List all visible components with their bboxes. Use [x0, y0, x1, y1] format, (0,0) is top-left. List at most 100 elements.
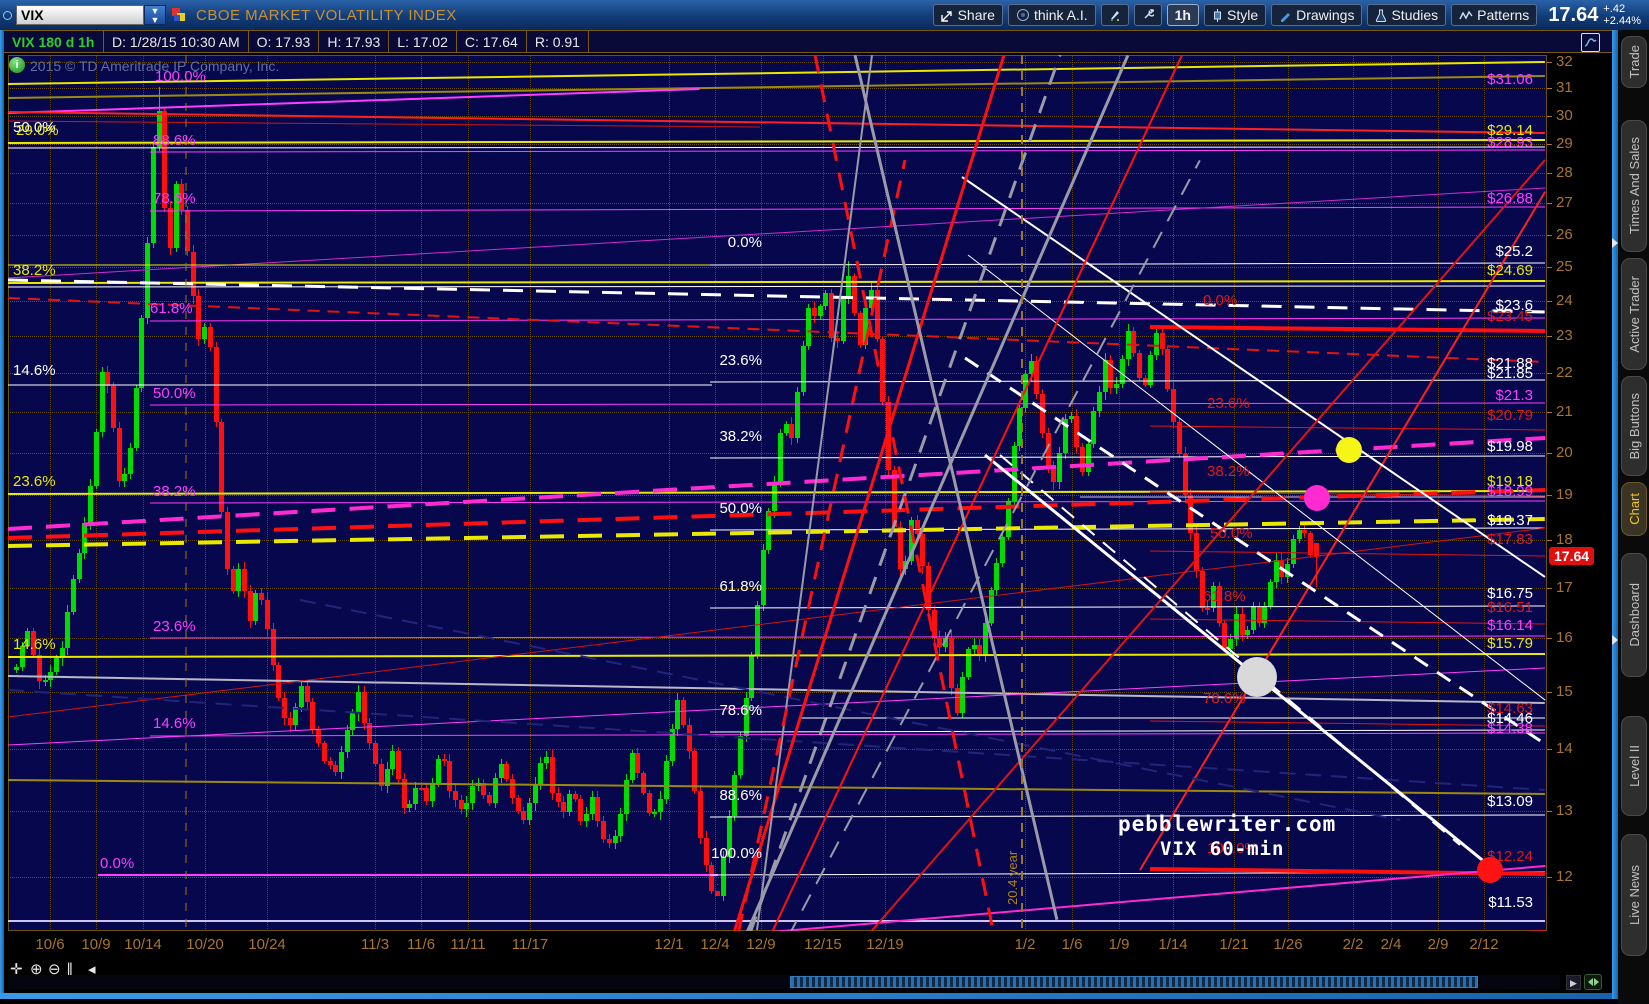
tab-chart[interactable]: Chart	[1621, 482, 1647, 536]
trendline-dashed[interactable]	[8, 436, 1546, 531]
trendline-dashed[interactable]	[1021, 55, 1023, 931]
ohlc-high: H: 17.93	[319, 31, 390, 52]
gray-circle[interactable]	[1237, 657, 1277, 697]
interval-button[interactable]: 1h	[1166, 4, 1199, 26]
grid-line-v	[1173, 55, 1174, 931]
tab-times-and-sales[interactable]: Times And Sales	[1621, 120, 1647, 252]
trendline[interactable]	[1149, 720, 1546, 727]
candle-body	[230, 569, 236, 591]
zoom-out-icon[interactable]: ⊖	[48, 961, 61, 978]
watermark-line1: pebblewriter.com	[1118, 812, 1337, 836]
grid-line-v	[1072, 55, 1073, 931]
candle-body	[1165, 348, 1171, 389]
studies-button[interactable]: Studies	[1367, 4, 1447, 26]
candle-body	[441, 759, 447, 762]
candle-body	[36, 654, 42, 682]
trendline[interactable]	[1149, 425, 1546, 431]
price-tick-label: 17	[1556, 578, 1573, 596]
tab-trade[interactable]: Trade	[1621, 36, 1647, 88]
price-level-label: $11.53	[1488, 894, 1533, 911]
candle-body	[53, 658, 59, 672]
pan-icon[interactable]: ✛	[10, 961, 23, 978]
trendline[interactable]	[98, 874, 718, 876]
panel-arrow-icon[interactable]	[1612, 238, 1618, 248]
tab-big-buttons[interactable]: Big Buttons	[1621, 376, 1647, 476]
candle-body	[435, 759, 441, 784]
sidebar-tabstrip: Trade Times And Sales Active Trader Big But…	[1618, 30, 1649, 1004]
tab-dashboard[interactable]: Dashboard	[1621, 553, 1647, 677]
symbol-dropdown-button[interactable]: ▼ ▼	[144, 5, 166, 25]
candle-body	[350, 713, 356, 731]
scrollbar-thumb[interactable]	[790, 976, 1478, 988]
grid-line-v	[1119, 55, 1120, 931]
trendline[interactable]	[149, 732, 1545, 737]
collapse-left-icon[interactable]: ◂	[88, 961, 96, 978]
trendline[interactable]	[709, 455, 1545, 459]
candle-body	[720, 856, 726, 896]
price-tick-mark	[1547, 88, 1552, 90]
magenta-circle[interactable]	[1304, 485, 1330, 511]
tab-active-trader[interactable]: Active Trader	[1621, 258, 1647, 370]
price-tick-mark	[1547, 748, 1552, 750]
panel-arrow-icon[interactable]	[1612, 635, 1618, 645]
link-color-icon[interactable]	[172, 8, 186, 22]
price-tick-mark	[1547, 62, 1552, 63]
candle-body	[373, 743, 379, 764]
candle-body	[470, 786, 475, 804]
ohlc-open: O: 17.93	[249, 31, 320, 52]
price-tick-mark	[1547, 172, 1552, 174]
candle-body	[190, 251, 196, 297]
price-level-label: $19.98	[1487, 438, 1533, 455]
candle-body	[663, 760, 669, 799]
trendline[interactable]	[8, 384, 712, 386]
trendline[interactable]	[149, 317, 1545, 322]
candle-body	[794, 391, 800, 439]
trendline[interactable]	[8, 264, 710, 266]
trendline[interactable]	[1149, 325, 1546, 333]
quote-summary: 17.64 +.42 +2.44%	[1548, 3, 1641, 27]
date-tick-label: 2/9	[1427, 936, 1449, 953]
trendline[interactable]	[709, 262, 1545, 266]
price-tick-mark	[1547, 373, 1552, 375]
trendline[interactable]	[149, 402, 1545, 406]
info-icon[interactable]: i	[9, 57, 25, 73]
zoom-in-icon[interactable]: ⊕	[30, 961, 43, 978]
trendline[interactable]	[1149, 618, 1546, 625]
candle-body	[635, 753, 641, 774]
candle-body	[715, 890, 721, 896]
candle-body	[623, 780, 629, 815]
candle-body	[863, 307, 869, 346]
trendline[interactable]	[800, 717, 1545, 719]
time-axis-squeeze-button[interactable]	[1584, 974, 1602, 990]
chart-mode-icon[interactable]	[1581, 33, 1600, 52]
trendline[interactable]	[709, 379, 1545, 383]
tab-live-news[interactable]: Live News	[1621, 834, 1647, 956]
series-label: VIX 180 d 1h	[4, 31, 104, 52]
symbol-input[interactable]: VIX	[16, 5, 144, 25]
trendline[interactable]	[8, 75, 1546, 99]
think-ai-button[interactable]: think A.I.	[1007, 4, 1096, 26]
red-circle[interactable]	[1477, 857, 1503, 883]
style-button[interactable]: Style	[1203, 4, 1267, 26]
trendline[interactable]	[8, 653, 1545, 658]
fib-label: 38.2%	[1207, 463, 1250, 480]
trendline[interactable]	[8, 146, 1546, 149]
candle-body	[487, 794, 493, 804]
price-tick-label: 30	[1556, 106, 1573, 124]
trendline[interactable]	[149, 500, 1545, 504]
ohlc-range: R: 0.91	[527, 31, 589, 52]
price-tick-label: 18	[1556, 531, 1573, 549]
squeeze-right-icon	[1593, 978, 1599, 986]
yellow-circle[interactable]	[1336, 437, 1362, 463]
patterns-button[interactable]: Patterns	[1451, 4, 1538, 26]
quick-style-button[interactable]	[1100, 4, 1129, 26]
chart-plot-area[interactable]: 100.0% 88.6% 78.6% 61.8% 50.0% 38.2% 23.6% 14.6…	[8, 55, 1547, 931]
drawings-button[interactable]: Drawings	[1271, 4, 1363, 26]
trendline[interactable]	[149, 149, 1545, 153]
candle-body	[971, 644, 977, 650]
settings-button[interactable]	[1133, 4, 1162, 26]
scroll-right-button[interactable]: ▶	[1566, 975, 1581, 990]
draw-icon[interactable]: ∥	[66, 961, 74, 978]
share-button[interactable]: Share	[932, 4, 1003, 26]
tab-level-ii[interactable]: Level II	[1621, 716, 1647, 816]
